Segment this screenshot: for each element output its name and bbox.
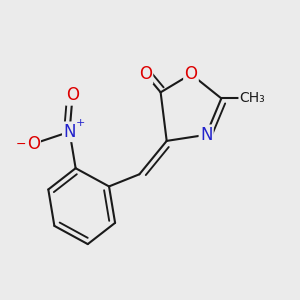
Text: N: N: [200, 126, 212, 144]
Text: O: O: [27, 135, 40, 153]
Text: −: −: [16, 137, 26, 150]
Text: O: O: [184, 65, 197, 83]
Text: +: +: [76, 118, 85, 128]
Text: O: O: [66, 86, 79, 104]
Text: O: O: [139, 65, 152, 83]
Text: CH₃: CH₃: [239, 92, 265, 105]
Text: N: N: [63, 123, 76, 141]
